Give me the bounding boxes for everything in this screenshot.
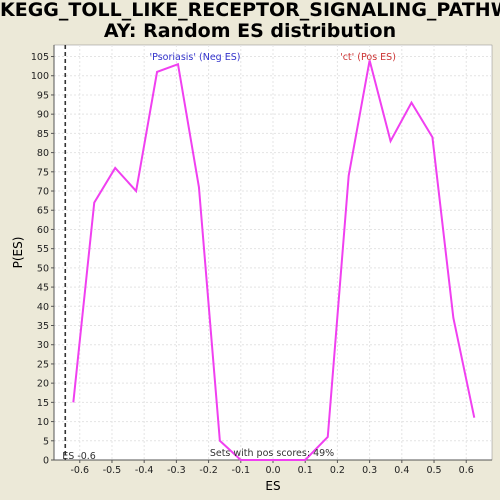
y-tick-label: 5 xyxy=(43,436,49,447)
x-axis-label: ES xyxy=(265,479,280,493)
y-tick-label: 75 xyxy=(37,167,49,178)
pos-es-label: 'ct' (Pos ES) xyxy=(340,52,396,63)
x-tick-label: -0.2 xyxy=(199,465,218,476)
y-tick-label: 85 xyxy=(37,129,49,140)
y-tick-label: 35 xyxy=(37,321,49,332)
y-tick-label: 45 xyxy=(37,283,49,294)
x-tick-label: 0.5 xyxy=(426,465,441,476)
x-tick-label: 0.4 xyxy=(394,465,409,476)
x-axis: -0.6 -0.5 -0.4 -0.3 -0.2 -0.1 0.0 0.1 0.2 0.3 0.4 0… xyxy=(54,459,492,476)
x-tick-label: 0.6 xyxy=(459,465,474,476)
y-tick-label: 30 xyxy=(37,340,49,351)
y-tick-label: 25 xyxy=(37,359,49,370)
chart-title-line1: KEGG_TOLL_LIKE_RECEPTOR_SIGNALING_PATHW xyxy=(0,0,500,21)
y-tick-label: 100 xyxy=(31,71,49,82)
y-tick-label: 15 xyxy=(37,398,49,409)
pos-scores-note: Sets with pos scores: 49% xyxy=(210,448,334,459)
y-tick-label: 20 xyxy=(37,379,49,390)
y-tick-label: 65 xyxy=(37,206,49,217)
y-tick-label: 60 xyxy=(37,225,49,236)
x-tick-label: -0.3 xyxy=(167,465,186,476)
x-tick-label: -0.6 xyxy=(70,465,89,476)
y-tick-label: 40 xyxy=(37,302,49,313)
x-tick-label: 0.1 xyxy=(298,465,313,476)
x-tick-label: -0.4 xyxy=(135,465,154,476)
y-axis-label: P(ES) xyxy=(11,237,25,269)
y-tick-label: 95 xyxy=(37,90,49,101)
chart-title: KEGG_TOLL_LIKE_RECEPTOR_SIGNALING_PATHW … xyxy=(0,0,500,42)
y-tick-label: 70 xyxy=(37,187,49,198)
x-tick-label: 0.2 xyxy=(330,465,345,476)
neg-es-label: 'Psoriasis' (Neg ES) xyxy=(150,52,241,63)
y-tick-label: 50 xyxy=(37,263,49,274)
y-tick-label: 10 xyxy=(37,417,49,428)
y-tick-label: 55 xyxy=(37,244,49,255)
y-tick-label: 90 xyxy=(37,110,49,121)
series-line xyxy=(72,60,476,461)
y-tick-label: 0 xyxy=(43,456,49,467)
chart-title-line2: AY: Random ES distribution xyxy=(103,20,397,42)
y-axis: 0 5 10 15 20 25 30 35 40 45 50 55 60 65 70 75 80 85 90 95 10… xyxy=(31,45,55,467)
x-tick-label: -0.5 xyxy=(103,465,122,476)
grid-lines xyxy=(54,45,492,461)
y-tick-label: 80 xyxy=(37,148,49,159)
x-tick-label: 0.3 xyxy=(362,465,377,476)
x-tick-label: 0.0 xyxy=(265,465,280,476)
y-tick-label: 105 xyxy=(31,52,49,63)
x-tick-label: -0.1 xyxy=(232,465,251,476)
es-marker-label: ES -0.6 xyxy=(62,451,96,462)
